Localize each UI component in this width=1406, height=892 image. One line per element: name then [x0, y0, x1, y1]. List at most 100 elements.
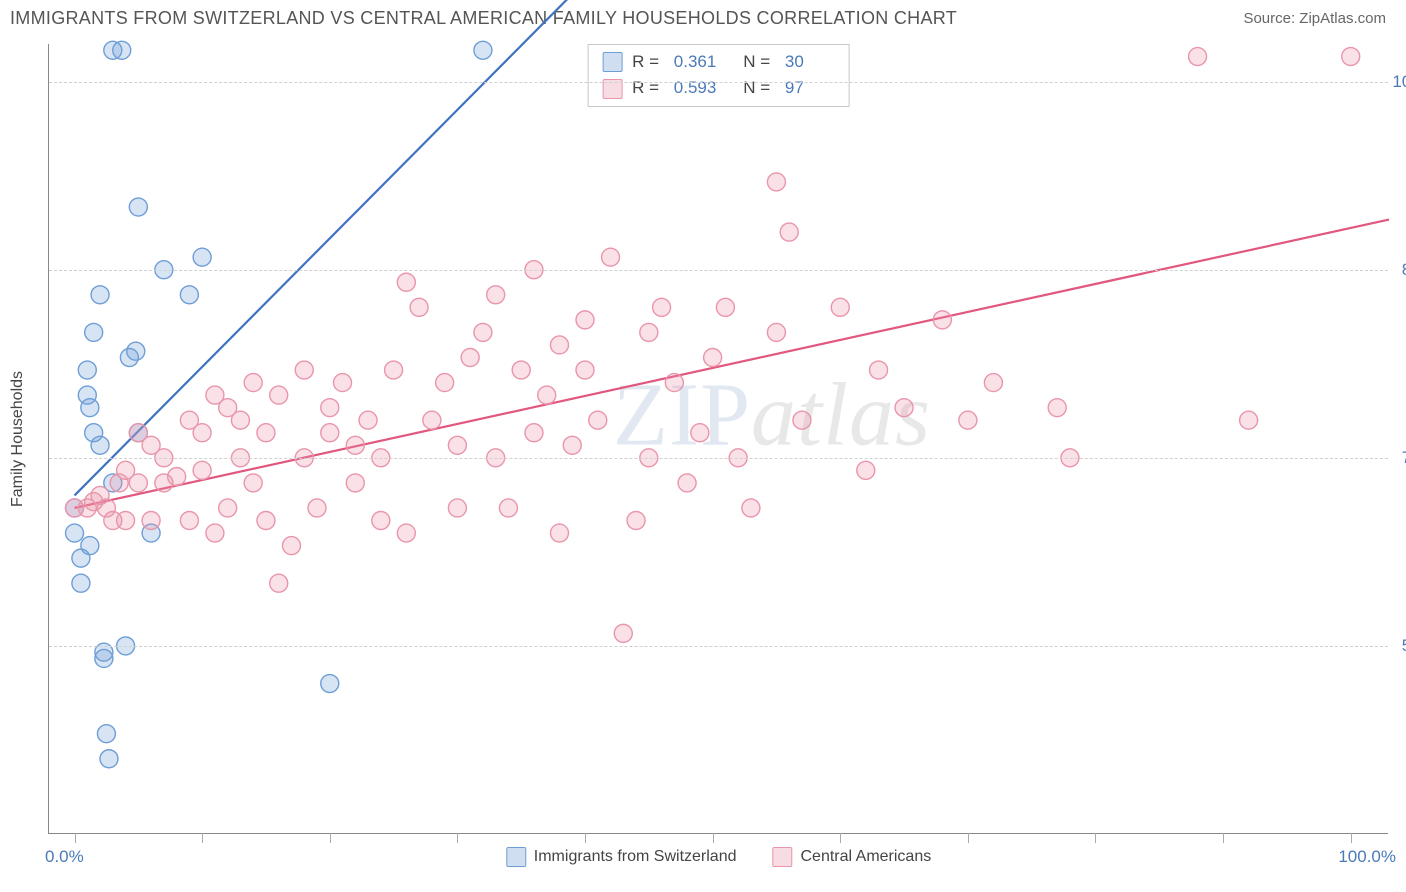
point-central: [512, 361, 530, 379]
gridline: [49, 458, 1388, 459]
y-tick-label: 55.0%: [1402, 636, 1406, 656]
x-tick: [75, 833, 76, 843]
point-central: [1189, 48, 1207, 66]
point-central: [576, 361, 594, 379]
point-central: [831, 298, 849, 316]
point-central: [767, 173, 785, 191]
point-central: [168, 468, 186, 486]
point-central: [346, 436, 364, 454]
point-central: [244, 374, 262, 392]
chart-title: IMMIGRANTS FROM SWITZERLAND VS CENTRAL A…: [10, 8, 957, 29]
point-swiss: [100, 750, 118, 768]
point-central: [691, 424, 709, 442]
point-central: [627, 512, 645, 530]
legend-bottom: Immigrants from Switzerland Central Ameri…: [506, 847, 931, 867]
point-central: [525, 424, 543, 442]
point-central: [499, 499, 517, 517]
y-tick-label: 85.0%: [1402, 260, 1406, 280]
point-swiss: [81, 537, 99, 555]
point-swiss: [129, 198, 147, 216]
legend-item-swiss: Immigrants from Switzerland: [506, 847, 737, 867]
point-central: [129, 474, 147, 492]
point-central: [372, 512, 390, 530]
point-central: [538, 386, 556, 404]
point-central: [563, 436, 581, 454]
stats-r-label: R =: [632, 49, 664, 75]
point-central: [550, 524, 568, 542]
point-central: [282, 537, 300, 555]
point-central: [678, 474, 696, 492]
point-swiss: [78, 361, 96, 379]
point-central: [857, 461, 875, 479]
point-swiss: [91, 286, 109, 304]
point-swiss: [91, 436, 109, 454]
legend-label: Central Americans: [801, 848, 932, 866]
point-central: [895, 399, 913, 417]
point-central: [793, 411, 811, 429]
point-swiss: [66, 524, 84, 542]
x-axis-min-label: 0.0%: [45, 847, 84, 867]
point-central: [1048, 399, 1066, 417]
source-label: Source: ZipAtlas.com: [1243, 10, 1386, 27]
point-central: [397, 273, 415, 291]
point-central: [780, 223, 798, 241]
point-central: [206, 524, 224, 542]
x-tick: [585, 833, 586, 843]
point-central: [933, 311, 951, 329]
stats-r-value: 0.593: [674, 75, 724, 101]
point-central: [461, 348, 479, 366]
point-central: [474, 323, 492, 341]
point-central: [614, 624, 632, 642]
legend-swatch-icon: [773, 847, 793, 867]
stats-n-label: N =: [734, 75, 775, 101]
x-tick: [840, 833, 841, 843]
point-swiss: [193, 248, 211, 266]
point-central: [410, 298, 428, 316]
point-central: [742, 499, 760, 517]
point-swiss: [127, 342, 145, 360]
gridline: [49, 646, 1388, 647]
point-swiss: [180, 286, 198, 304]
legend-swatch-icon: [506, 847, 526, 867]
point-central: [436, 374, 454, 392]
point-central: [550, 336, 568, 354]
point-central: [448, 436, 466, 454]
point-central: [767, 323, 785, 341]
point-central: [665, 374, 683, 392]
stats-row-central: R = 0.593 N = 97: [602, 75, 835, 101]
point-central: [257, 424, 275, 442]
point-central: [270, 574, 288, 592]
point-central: [321, 424, 339, 442]
y-axis-title: Family Households: [9, 371, 27, 507]
y-tick-label: 100.0%: [1392, 72, 1406, 92]
scatter-svg: [49, 44, 1388, 833]
y-tick-label: 70.0%: [1402, 448, 1406, 468]
point-central: [193, 461, 211, 479]
stats-n-value: 30: [785, 49, 835, 75]
point-central: [346, 474, 364, 492]
point-swiss: [72, 574, 90, 592]
point-swiss: [321, 675, 339, 693]
point-central: [308, 499, 326, 517]
point-central: [870, 361, 888, 379]
x-tick: [1223, 833, 1224, 843]
gridline: [49, 270, 1388, 271]
gridline: [49, 82, 1388, 83]
point-central: [1342, 48, 1360, 66]
point-central: [959, 411, 977, 429]
point-central: [180, 512, 198, 530]
point-swiss: [81, 399, 99, 417]
stats-box: R = 0.361 N = 30R = 0.593 N = 97: [587, 44, 850, 107]
point-central: [142, 512, 160, 530]
point-central: [257, 512, 275, 530]
chart-container: Family Households ZIPatlas R = 0.361 N =…: [48, 44, 1388, 834]
x-tick: [968, 833, 969, 843]
plot-area: ZIPatlas R = 0.361 N = 30R = 0.593 N = 9…: [48, 44, 1388, 834]
legend-label: Immigrants from Switzerland: [534, 848, 737, 866]
chart-header: IMMIGRANTS FROM SWITZERLAND VS CENTRAL A…: [0, 0, 1406, 33]
x-tick: [1095, 833, 1096, 843]
stats-row-swiss: R = 0.361 N = 30: [602, 49, 835, 75]
stats-swatch-icon: [602, 52, 622, 72]
point-central: [653, 298, 671, 316]
point-central: [704, 348, 722, 366]
